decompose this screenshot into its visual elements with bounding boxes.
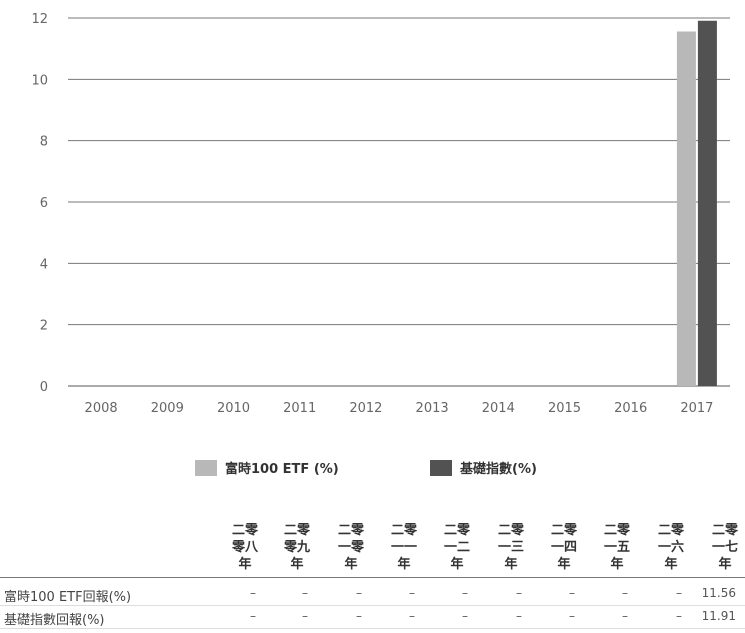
- y-tick-label: 12: [31, 12, 48, 27]
- x-tick-label: 2009: [151, 401, 184, 416]
- table-row-label: 富時100 ETF回報(%): [4, 590, 132, 605]
- table-header-part: 二零: [657, 523, 684, 538]
- table-cell: –: [302, 586, 308, 600]
- table-header-0: 二零 零八年: [228, 522, 262, 573]
- table-header-2: 二零 一零年: [334, 522, 368, 573]
- table-header-1: 二零 零九年: [280, 522, 314, 573]
- table-cell: –: [622, 586, 628, 600]
- table-header-part: 一三: [497, 540, 524, 555]
- x-tick-label: 2016: [614, 401, 647, 416]
- table-header-part: 一五: [603, 540, 630, 555]
- table-cell: –: [676, 609, 682, 623]
- table-header-part: 一六: [657, 540, 684, 555]
- table-header-part: 二零: [231, 523, 258, 538]
- y-axis-ticks: 0 2 4 6 8 10 12: [31, 12, 48, 395]
- x-tick-label: 2012: [349, 401, 382, 416]
- table-header-part: 二零: [550, 523, 577, 538]
- legend-item-etf: 富時100 ETF (%): [195, 458, 339, 477]
- table-header-part: 二零: [603, 523, 630, 538]
- legend-label-index: 基礎指數(%): [460, 462, 537, 477]
- table-header-rule: [0, 577, 745, 578]
- y-tick-label: 0: [40, 380, 48, 395]
- table-cell: –: [569, 586, 575, 600]
- table-header-part: 零九: [283, 540, 310, 555]
- legend-item-index: 基礎指數(%): [430, 458, 537, 477]
- table-header-part: 二零: [337, 523, 364, 538]
- table-header-part: 二零: [443, 523, 470, 538]
- bar-2017-series-1: [697, 20, 717, 386]
- table-row-label: 基礎指數回報(%): [4, 613, 105, 628]
- table-header-part: 年: [718, 557, 732, 572]
- table-header-part: 一二: [443, 540, 470, 555]
- legend-swatch-etf: [195, 459, 217, 476]
- table-header-part: 年: [344, 557, 358, 572]
- table-header-part: 二零: [283, 523, 310, 538]
- y-tick-label: 10: [31, 73, 48, 88]
- bars: [676, 20, 717, 386]
- x-tick-label: 2011: [283, 401, 316, 416]
- table-header-7: 二零 一五年: [600, 522, 634, 573]
- y-tick-label: 4: [40, 257, 48, 272]
- table-cell: –: [516, 586, 522, 600]
- table-cell: 11.56: [701, 586, 736, 600]
- table-cell: –: [569, 609, 575, 623]
- table-header-6: 二零 一四年: [547, 522, 581, 573]
- table-header-part: 年: [397, 557, 411, 572]
- table-header-9: 二零 一七年: [708, 522, 742, 573]
- table-header-part: 年: [664, 557, 678, 572]
- x-tick-label: 2008: [85, 401, 118, 416]
- table-cell: –: [356, 586, 362, 600]
- table-cell: 11.91: [701, 609, 736, 623]
- y-tick-label: 2: [40, 319, 48, 334]
- table-header-part: 二零: [497, 523, 524, 538]
- legend-label-etf: 富時100 ETF (%): [225, 462, 339, 477]
- table-header-8: 二零 一六年: [654, 522, 688, 573]
- x-tick-label: 2015: [548, 401, 581, 416]
- table-header-5: 二零 一三年: [494, 522, 528, 573]
- y-tick-label: 8: [40, 135, 48, 150]
- table-cell: –: [409, 586, 415, 600]
- legend: 富時100 ETF (%) 基礎指數(%): [0, 458, 745, 480]
- table-header-part: 年: [557, 557, 571, 572]
- x-tick-label: 2010: [217, 401, 250, 416]
- table-row-separator: [0, 628, 745, 629]
- table-cell: –: [250, 609, 256, 623]
- table-cell: –: [462, 609, 468, 623]
- table-header-part: 一四: [550, 540, 577, 555]
- table-cell: –: [676, 586, 682, 600]
- table-cell: –: [462, 586, 468, 600]
- table-header-part: 二零: [390, 523, 417, 538]
- bar-2017-series-0: [676, 31, 696, 386]
- table-header-4: 二零 一二年: [440, 522, 474, 573]
- table-cell: –: [302, 609, 308, 623]
- legend-swatch-index: [430, 459, 452, 476]
- table-cell: –: [250, 586, 256, 600]
- table-header-part: 零八: [231, 540, 258, 555]
- table-header-part: 年: [610, 557, 624, 572]
- table-cell: –: [622, 609, 628, 623]
- table-cell: –: [409, 609, 415, 623]
- gridlines: [68, 17, 730, 387]
- x-tick-label: 2017: [680, 401, 713, 416]
- table-header-part: 一零: [337, 540, 364, 555]
- table-header-part: 一七: [711, 540, 738, 555]
- x-tick-label: 2014: [482, 401, 515, 416]
- x-axis-ticks: 2008 2009 2010 2011 2012 2013 2014 2015 2016 2017: [85, 401, 714, 416]
- table-header-part: 年: [450, 557, 464, 572]
- table-cell: –: [516, 609, 522, 623]
- table-row-separator: [0, 605, 745, 606]
- table-header-part: 年: [290, 557, 304, 572]
- table-header-part: 二零: [711, 523, 738, 538]
- y-tick-label: 6: [40, 196, 48, 211]
- x-tick-label: 2013: [416, 401, 449, 416]
- table-header-part: 一一: [390, 540, 417, 555]
- table-header-part: 年: [238, 557, 252, 572]
- table-header-part: 年: [504, 557, 518, 572]
- table-cell: –: [356, 609, 362, 623]
- table-header-3: 二零 一一年: [387, 522, 421, 573]
